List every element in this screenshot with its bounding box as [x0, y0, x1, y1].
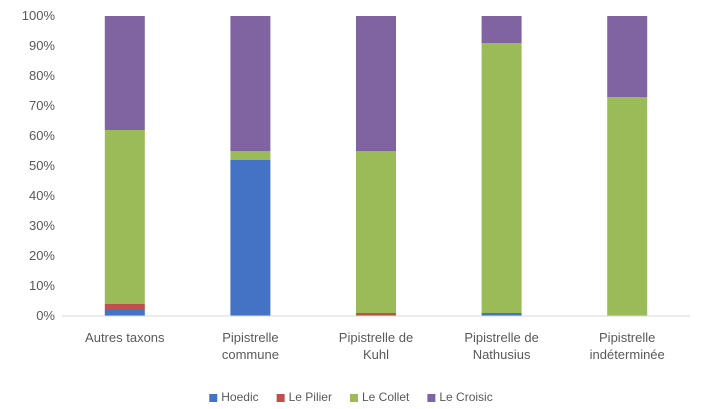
x-category-label-line: Kuhl	[363, 347, 389, 362]
bar-segment	[104, 130, 145, 304]
y-tick-label: 90%	[29, 38, 55, 53]
y-tick-label: 70%	[29, 98, 55, 113]
y-tick-label: 60%	[29, 128, 55, 143]
bar-segment	[356, 16, 396, 151]
x-category-label-line: Pipistrelle de	[464, 330, 538, 345]
x-category-label-line: indéterminée	[590, 347, 665, 362]
bar-segment	[230, 16, 271, 151]
bar-segment	[481, 16, 522, 43]
y-tick-label: 40%	[29, 188, 55, 203]
bar-segment	[104, 16, 145, 130]
bar-segment	[356, 313, 396, 316]
bar-segment	[356, 151, 396, 313]
x-category-label-line: Pipistrelle	[222, 330, 278, 345]
bar-segment	[481, 43, 522, 313]
legend-swatch	[349, 394, 358, 402]
x-category-label-line: commune	[222, 347, 279, 362]
legend-label: Le Croisic	[439, 390, 492, 404]
x-category-label-line: Autres taxons	[85, 330, 165, 345]
x-category-label-line: Nathusius	[473, 347, 531, 362]
y-tick-label: 10%	[29, 278, 55, 293]
bar-segment	[230, 160, 271, 316]
bar-segment	[104, 310, 145, 316]
legend-label: Le Pilier	[289, 390, 332, 404]
bar-segment	[481, 313, 522, 316]
legend-item: Le Croisic	[427, 390, 493, 404]
y-tick-label: 0%	[36, 308, 55, 323]
y-tick-label: 80%	[29, 68, 55, 83]
x-category-label-line: Pipistrelle de	[339, 330, 413, 345]
legend-item: Le Collet	[349, 390, 410, 404]
x-category-label: Pipistrelle de Nathusius	[464, 330, 538, 362]
bar-segment	[104, 304, 145, 310]
legend-label: Le Collet	[362, 390, 410, 404]
x-category-label-line: Pipistrelle	[599, 330, 655, 345]
x-axis-labels: Autres taxons Pipistrelle communePipistrel…	[85, 330, 665, 362]
legend-label: Hoedic	[221, 390, 258, 404]
bars	[104, 16, 648, 316]
legend-item: Hoedic	[209, 390, 259, 404]
x-category-label: Pipistrelle de Kuhl	[339, 330, 413, 362]
legend-swatch	[209, 394, 218, 402]
legend: Hoedic Le Pilier Le Collet Le Croisic	[209, 390, 493, 404]
bar-segment	[607, 16, 648, 97]
legend-item: Le Pilier	[276, 390, 332, 404]
bar-segment	[230, 151, 271, 160]
x-category-label: Pipistrelle indéterminée	[590, 330, 665, 362]
y-tick-label: 20%	[29, 248, 55, 263]
y-tick-label: 30%	[29, 218, 55, 233]
legend-swatch	[427, 394, 436, 402]
x-category-label: Autres taxons	[85, 330, 165, 345]
legend-swatch	[276, 394, 285, 402]
y-axis: 0% 10% 20% 30% 40% 50% 60% 70% 80% 90% 100%	[22, 8, 56, 323]
bar-segment	[607, 97, 648, 316]
y-tick-label: 50%	[29, 158, 55, 173]
y-tick-label: 100%	[22, 8, 56, 23]
x-category-label: Pipistrelle commune	[222, 330, 279, 362]
